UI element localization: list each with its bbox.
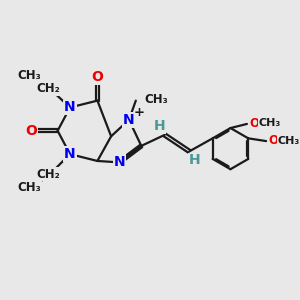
Text: O: O: [249, 117, 259, 130]
Text: H: H: [154, 119, 166, 133]
Text: CH₂: CH₂: [36, 168, 60, 181]
Text: O: O: [268, 134, 278, 147]
Text: O: O: [92, 70, 103, 84]
Text: O: O: [26, 124, 38, 138]
Text: N: N: [64, 147, 76, 161]
Text: H: H: [188, 153, 200, 167]
Text: N: N: [123, 113, 135, 127]
Text: CH₂: CH₂: [36, 82, 60, 95]
Text: CH₃: CH₃: [259, 118, 281, 128]
Text: N: N: [113, 155, 125, 169]
Text: N: N: [64, 100, 76, 115]
Text: CH₃: CH₃: [278, 136, 300, 146]
Text: +: +: [134, 106, 145, 118]
Text: CH₃: CH₃: [17, 69, 41, 82]
Text: CH₃: CH₃: [144, 93, 168, 106]
Text: CH₃: CH₃: [17, 181, 41, 194]
